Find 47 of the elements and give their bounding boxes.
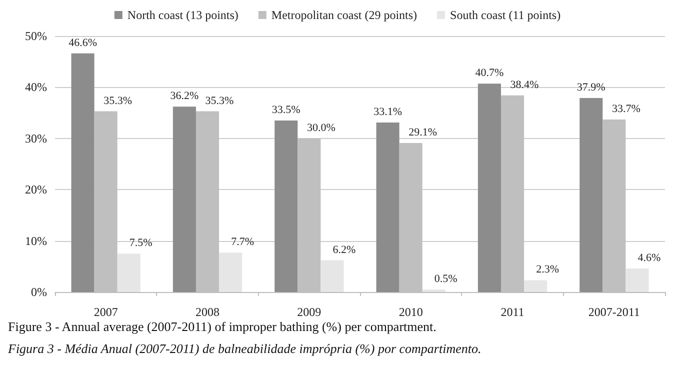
- legend-label: South coast (11 points): [450, 8, 561, 22]
- data-label: 29.1%: [408, 126, 438, 139]
- data-label: 4.6%: [638, 252, 661, 264]
- bar: [580, 98, 603, 292]
- data-label: 38.4%: [510, 78, 539, 91]
- y-tick-label: 30%: [25, 131, 47, 146]
- data-label: 7.7%: [231, 236, 254, 248]
- data-label: 36.2%: [170, 90, 199, 102]
- x-tick-label: 2007-2011: [588, 305, 640, 319]
- data-label: 30.0%: [306, 122, 336, 134]
- bar: [524, 280, 548, 292]
- legend-label: Metropolitan coast (29 points): [271, 8, 418, 22]
- data-label: 35.3%: [104, 94, 132, 107]
- data-label: 7.5%: [129, 237, 152, 250]
- legend-label: North coast (13 points): [127, 8, 238, 22]
- bar: [274, 120, 298, 292]
- text: Figura 3 - Média Anual (2007-2011) de balneabilidade imprópria (%) por compartimento.: [7, 341, 482, 356]
- data-label: 6.2%: [332, 244, 356, 256]
- bar: [71, 53, 94, 292]
- y-tick-label: 20%: [25, 182, 47, 197]
- bar: [320, 260, 344, 292]
- bar: [219, 252, 242, 292]
- bar: [626, 268, 649, 292]
- data-label: 0.5%: [434, 272, 458, 285]
- data-label: 33.1%: [374, 106, 402, 118]
- x-tick-label: 2011: [500, 305, 524, 319]
- bar: [376, 122, 400, 292]
- data-label: 40.7%: [475, 67, 504, 80]
- data-label: 33.5%: [272, 104, 300, 116]
- y-tick-label: 40%: [25, 80, 47, 94]
- bar: [422, 289, 446, 292]
- data-label: 46.6%: [68, 36, 97, 49]
- data-label: 37.9%: [576, 81, 606, 94]
- x-tick-label: 2007: [94, 305, 118, 319]
- data-label: 33.7%: [612, 102, 640, 115]
- data-label: 2.3%: [536, 264, 560, 276]
- x-tick-label: 2010: [398, 305, 423, 319]
- bar: [172, 106, 196, 292]
- x-tick-label: 2009: [297, 305, 322, 319]
- bar: [478, 84, 501, 292]
- caption: Figure 3 - Annual average (2007-2011) of improper bathing (%) per compartment.: [8, 319, 436, 334]
- bar: [117, 254, 140, 292]
- y-tick-label: 10%: [25, 234, 47, 248]
- y-tick-label: 50%: [25, 29, 47, 43]
- data-label: 35.3%: [205, 94, 234, 107]
- x-tick-label: 2008: [196, 305, 220, 319]
- y-tick-label: 0%: [31, 285, 47, 299]
